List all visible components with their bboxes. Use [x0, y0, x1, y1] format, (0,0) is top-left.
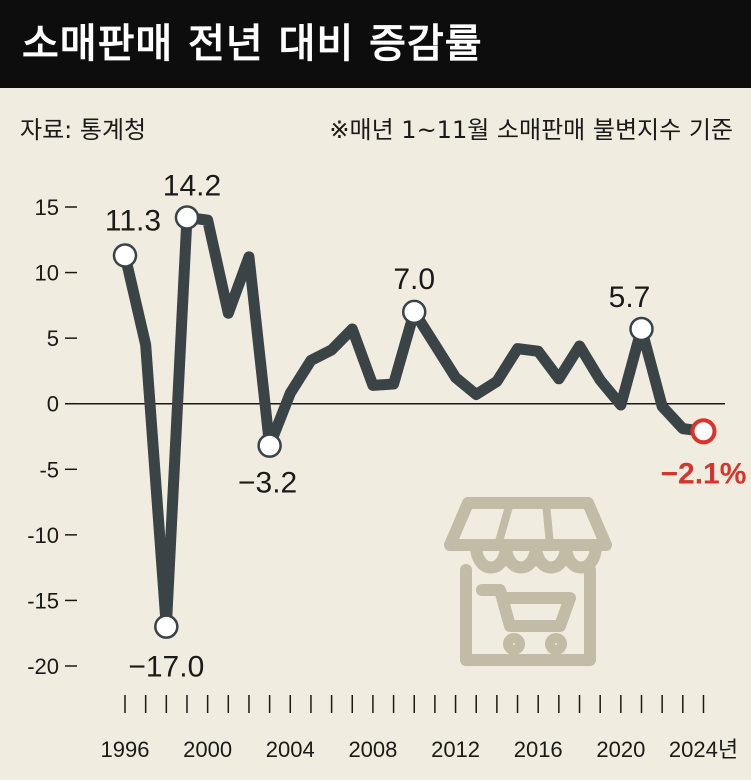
x-axis: 1996 2000 2004 2008 2012 2016 2020 2024년 [101, 695, 738, 762]
x-tick-label: 2004 [266, 737, 315, 762]
x-tick-label: 1996 [101, 737, 150, 762]
data-label: 14.2 [163, 169, 221, 202]
data-label: −3.2 [238, 467, 297, 500]
data-point-marker [401, 299, 427, 325]
awning-stripe [494, 501, 514, 547]
x-tick-label: 2016 [514, 737, 563, 762]
y-tick-label: 15 [35, 195, 59, 220]
awning-stripe [542, 502, 554, 546]
data-label: 5.7 [609, 281, 651, 314]
data-point-marker [257, 433, 282, 458]
data-labels: 11.3 −17.0 14.2 −3.2 7.0 5.7 −2.1% [105, 169, 747, 683]
y-tick-label: 0 [47, 392, 59, 417]
data-point-marker [174, 205, 200, 230]
y-tick-label: 10 [35, 261, 59, 286]
y-tick-label: -20 [27, 654, 59, 679]
y-tick-label: -10 [27, 523, 59, 548]
shopping-store-icon [444, 497, 612, 666]
data-point-marker [629, 316, 654, 342]
data-point-marker [690, 418, 717, 445]
x-tick-label: 2020 [596, 737, 645, 762]
y-tick-label: -5 [39, 457, 59, 482]
y-tick-label: -15 [27, 588, 59, 613]
y-tick-label: 5 [47, 326, 59, 351]
x-tick-label: 2024년 [669, 737, 738, 762]
x-tick-label: 2012 [431, 737, 480, 762]
data-point-marker [154, 614, 179, 639]
data-label: −17.0 [128, 651, 204, 684]
source-text: 자료: 통계청 [20, 116, 147, 144]
chart-title: 소매판매 전년 대비 증감률 [0, 0, 751, 88]
data-label: 7.0 [393, 263, 435, 296]
data-label: −2.1% [661, 457, 747, 490]
data-point-marker [112, 243, 138, 268]
x-tick-label: 2000 [183, 737, 232, 762]
x-tick-label: 2008 [348, 737, 397, 762]
data-markers [112, 205, 717, 639]
data-label: 11.3 [105, 205, 161, 238]
footnote-text: ※매년 1~11월 소매판매 불변지수 기준 [329, 116, 733, 144]
